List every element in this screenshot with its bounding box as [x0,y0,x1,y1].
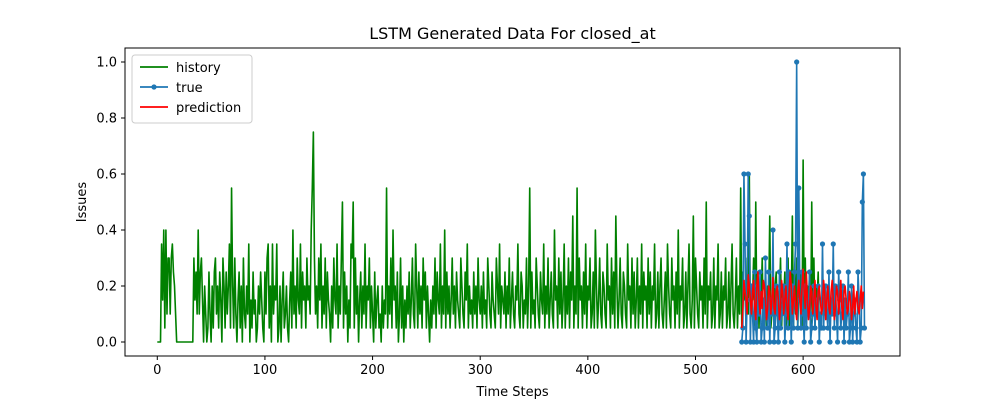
data-point-true [857,339,863,345]
data-point-true [753,325,759,331]
plot-frame [124,47,901,357]
y-tick-label: 1.0 [96,56,117,71]
data-point-true [772,325,778,331]
data-point-true [790,325,797,331]
data-point-true [759,325,765,331]
y-tick-label: 0.0 [96,336,117,351]
data-point-true [791,269,798,275]
y-tick-label: 0.6 [96,168,117,183]
x-tick-label: 300 [468,363,493,378]
data-point-true [816,339,822,345]
data-point-true [745,171,751,177]
data-point-true [775,339,781,345]
x-tick-label: 400 [575,363,600,378]
legend: history true prediction [131,54,253,124]
data-point-true [801,339,807,345]
data-point-true [765,325,771,331]
legend-label-true: true [176,81,203,96]
data-point-true [836,269,842,275]
data-point-true [761,339,767,345]
data-point-true [770,227,776,233]
data-point-true [766,269,772,275]
data-point-true [794,59,800,65]
data-point-true [762,255,769,261]
data-point-true [838,325,844,331]
data-point-true [859,199,865,205]
data-point-true [742,241,748,247]
series-layer [157,59,868,345]
data-point-true [777,325,784,331]
data-point-true [843,325,849,331]
data-point-true [825,325,831,331]
data-point-true [798,325,804,331]
x-tick-label: 500 [683,363,708,378]
data-point-true [782,339,788,345]
x-axis-label: Time Steps [475,385,549,400]
x-axis: 0 100 200 300 400 500 600 [153,356,816,378]
data-point-true [861,325,868,331]
data-point-true [741,171,747,177]
data-point-true [767,339,773,345]
data-point-true [830,241,836,247]
x-tick-label: 100 [253,363,278,378]
data-point-true [855,269,861,275]
legend-marker-true [151,84,157,90]
data-point-true [834,339,841,345]
data-point-true [845,269,851,275]
data-point-true [796,185,802,191]
data-point-true [800,311,806,317]
y-tick-label: 0.8 [96,112,117,127]
y-axis: 0.0 0.2 0.4 0.6 0.8 1.0 [96,56,125,351]
data-point-true [847,325,854,331]
data-point-true [739,339,745,345]
data-point-true [746,213,752,219]
data-point-true [820,325,827,331]
data-point-true [752,269,758,275]
data-point-true [812,325,818,331]
data-point-true [827,339,833,345]
data-point-true [853,325,859,331]
chart-title: LSTM Generated Data For closed_at [369,24,656,44]
series-line-prediction [740,268,865,329]
y-tick-label: 0.2 [96,280,117,295]
legend-label-history: history [176,61,221,76]
x-tick-label: 0 [153,363,161,378]
data-point-true [776,269,783,275]
y-axis-label: Issues [75,182,90,223]
data-point-true [808,339,814,345]
data-point-true [788,339,794,345]
x-tick-label: 600 [791,363,816,378]
data-point-true [785,325,791,331]
data-point-true [860,171,867,177]
legend-box [131,54,253,124]
data-point-true [826,269,832,275]
data-point-true [850,339,856,345]
x-tick-label: 200 [360,363,385,378]
data-point-true [784,241,790,247]
data-point-true [831,325,837,331]
legend-label-prediction: prediction [176,101,241,116]
data-point-true [743,339,749,345]
data-point-true [754,339,760,345]
data-point-true [740,325,746,331]
data-point-true [806,269,813,275]
data-point-true [792,241,799,247]
data-point-true [803,325,809,331]
y-tick-label: 0.4 [96,224,117,239]
data-point-true [819,241,826,247]
data-point-true [841,339,847,345]
data-point-true [771,339,777,345]
series-line-history [157,131,822,343]
